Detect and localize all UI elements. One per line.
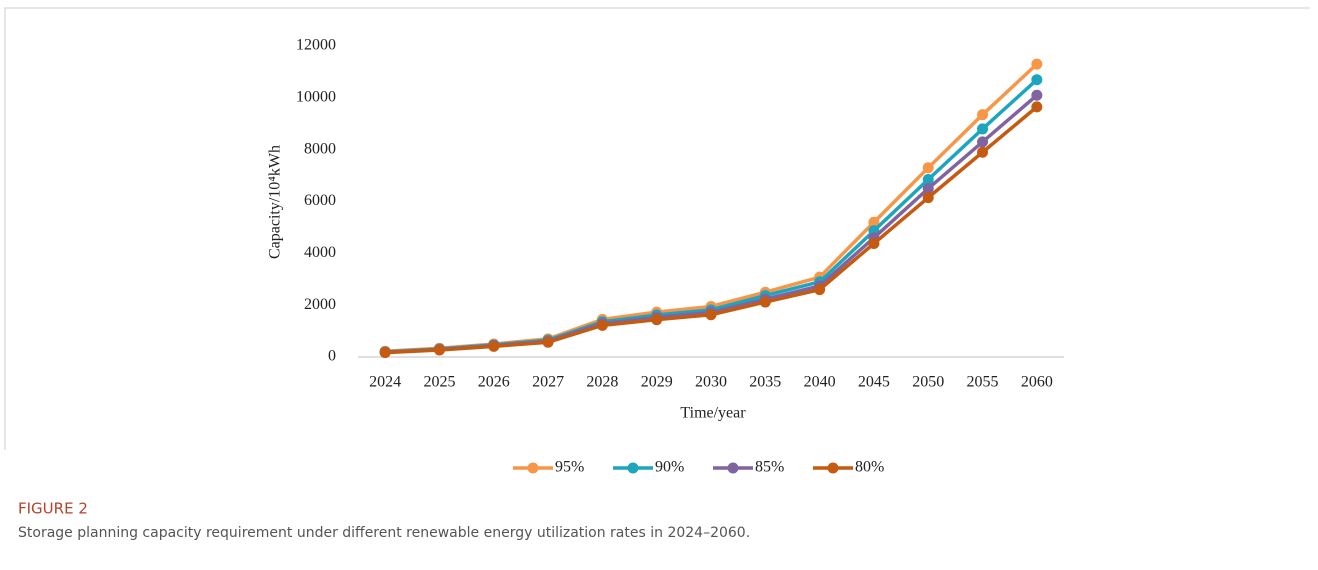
point	[596, 319, 608, 331]
point	[705, 309, 717, 321]
legend-marker	[827, 462, 839, 474]
x-tick-label: 2035	[749, 374, 781, 391]
point	[977, 136, 989, 148]
point	[1031, 89, 1043, 101]
point	[868, 237, 880, 249]
y-tick-label: 6000	[304, 192, 336, 209]
point	[542, 336, 554, 348]
x-tick-label: 2027	[532, 374, 564, 391]
point	[922, 192, 934, 204]
y-tick-label: 12000	[296, 37, 336, 54]
point	[868, 216, 880, 228]
legend-marker	[627, 462, 639, 474]
y-tick-label: 8000	[304, 140, 336, 157]
y-tick-label: 2000	[304, 296, 336, 313]
point	[922, 173, 934, 185]
legend-marker	[527, 462, 539, 474]
x-tick-label: 2050	[912, 374, 944, 391]
x-tick-label: 2024	[369, 374, 401, 391]
point	[379, 347, 391, 359]
x-tick-label: 2028	[586, 374, 618, 391]
point	[1031, 74, 1043, 86]
legend-label: 80%	[855, 459, 884, 476]
point	[977, 146, 989, 158]
point	[1031, 101, 1043, 113]
x-tick-label: 2030	[695, 374, 727, 391]
x-tick-label: 2045	[858, 374, 890, 391]
y-axis-label: Capacity/10⁴kWh	[267, 145, 284, 259]
point	[759, 296, 771, 308]
legend-label: 85%	[755, 459, 784, 476]
x-axis-label: Time/year	[680, 405, 746, 422]
point	[433, 344, 445, 356]
point	[922, 162, 934, 174]
x-tick-label: 2029	[641, 374, 673, 391]
point	[922, 183, 934, 195]
point	[977, 123, 989, 135]
y-tick-label: 4000	[304, 244, 336, 261]
legend-label: 95%	[555, 459, 584, 476]
legend-marker	[727, 462, 739, 474]
x-tick-label: 2025	[423, 374, 455, 391]
y-tick-label: 0	[328, 348, 336, 365]
x-tick-label: 2060	[1021, 374, 1053, 391]
x-tick-label: 2040	[804, 374, 836, 391]
caption: Storage planning capacity requirement un…	[18, 525, 750, 541]
legend-label: 90%	[655, 459, 684, 476]
figure-label: FIGURE 2	[18, 500, 88, 518]
frame	[4, 7, 1310, 450]
y-tick-label: 10000	[296, 89, 336, 106]
point	[1031, 58, 1043, 70]
point	[488, 340, 500, 352]
x-tick-label: 2055	[967, 374, 999, 391]
x-tick-label: 2026	[478, 374, 510, 391]
point	[977, 109, 989, 121]
point	[814, 284, 826, 296]
point	[651, 314, 663, 326]
